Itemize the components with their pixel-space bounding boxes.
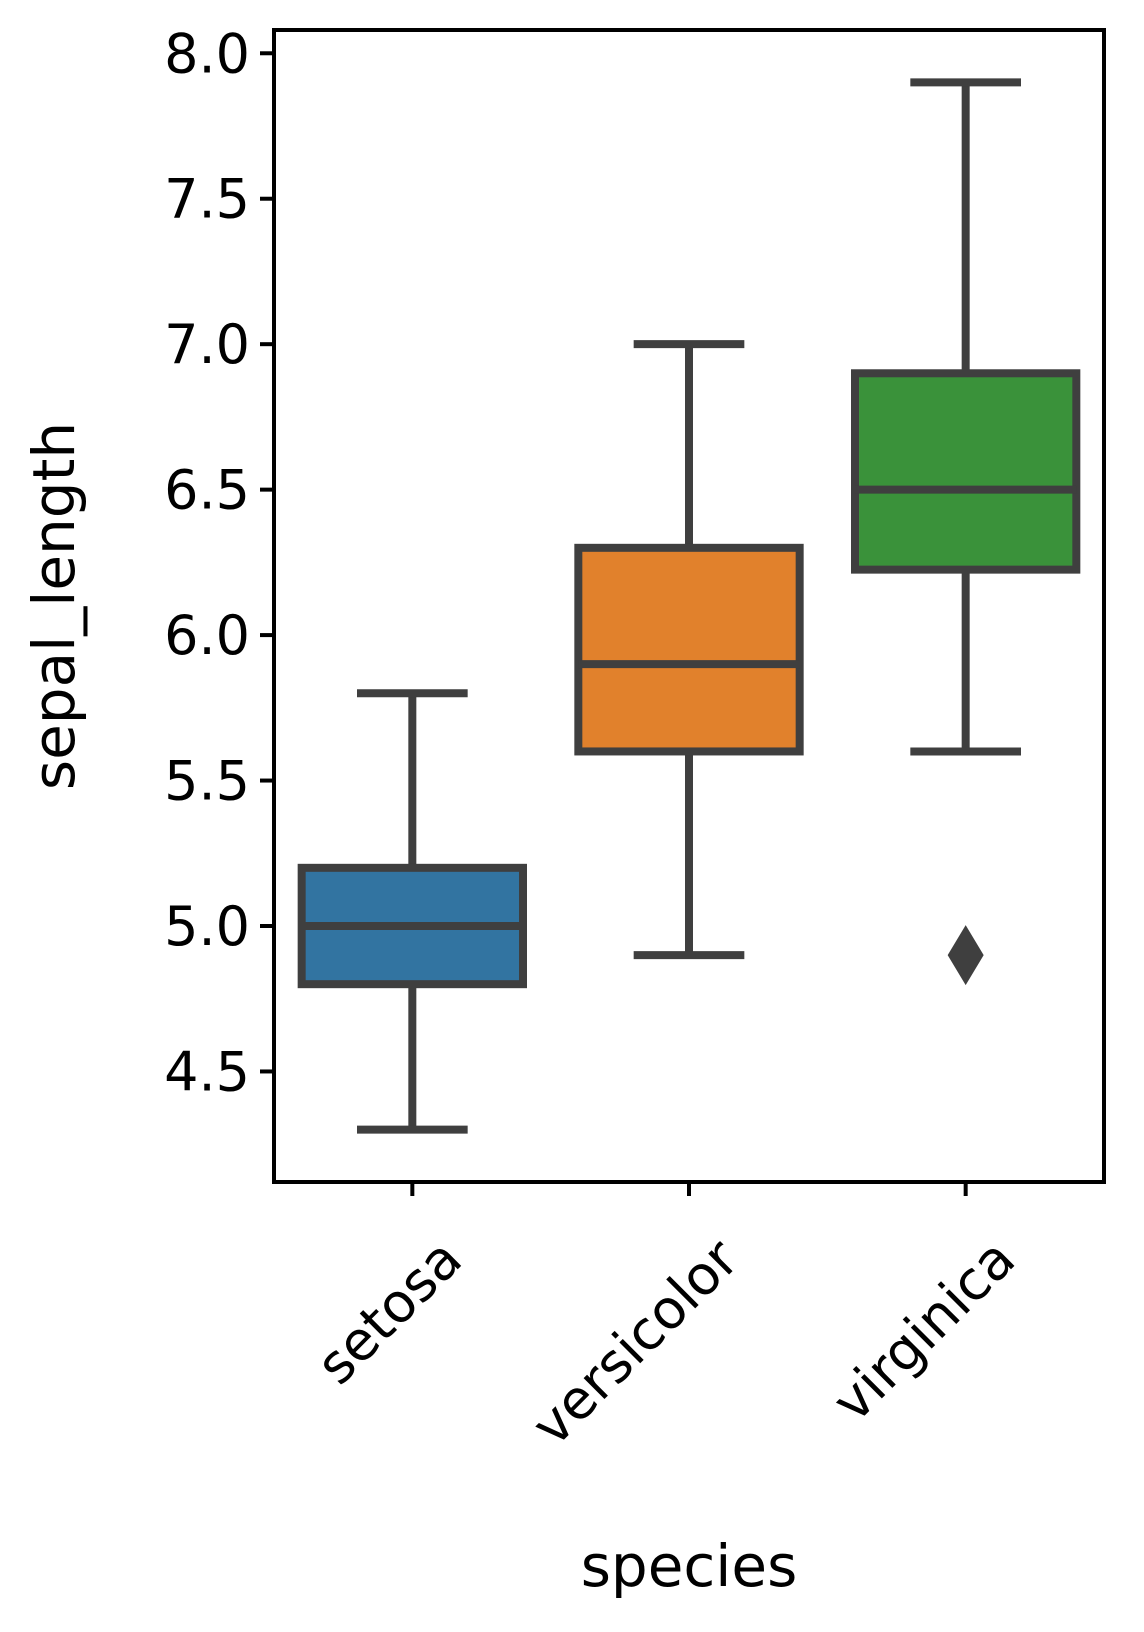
y-tick-label: 7.0	[164, 313, 250, 376]
y-tick-label: 7.5	[164, 168, 250, 231]
y-tick-label: 5.0	[164, 895, 250, 958]
x-axis-title: species	[581, 1532, 798, 1600]
x-axis-ticks: setosa versicolor virginica	[304, 1182, 1027, 1458]
box-group-versicolor	[574, 340, 804, 960]
box-virginica	[851, 369, 1081, 574]
y-axis-title: sepal_length	[20, 422, 88, 790]
y-tick-label: 4.5	[164, 1040, 250, 1103]
outlier-marker-virginica-0	[947, 925, 984, 986]
box-group-virginica	[851, 78, 1081, 986]
y-tick-label: 6.0	[164, 604, 250, 667]
y-tick-label: 5.5	[164, 750, 250, 813]
y-axis-ticks: 4.5 5.0 5.5 6.0 6.5 7.0 7.5 8.0	[164, 22, 274, 1103]
x-tick-label-setosa: setosa	[304, 1227, 474, 1397]
x-tick-label-versicolor: versicolor	[520, 1226, 751, 1457]
box-group-setosa	[297, 689, 527, 1134]
box-versicolor	[574, 543, 804, 756]
plot-area	[297, 78, 1081, 1134]
y-tick-label: 8.0	[164, 22, 250, 85]
x-tick-label-virginica: virginica	[820, 1227, 1027, 1434]
y-tick-label: 6.5	[164, 459, 250, 522]
